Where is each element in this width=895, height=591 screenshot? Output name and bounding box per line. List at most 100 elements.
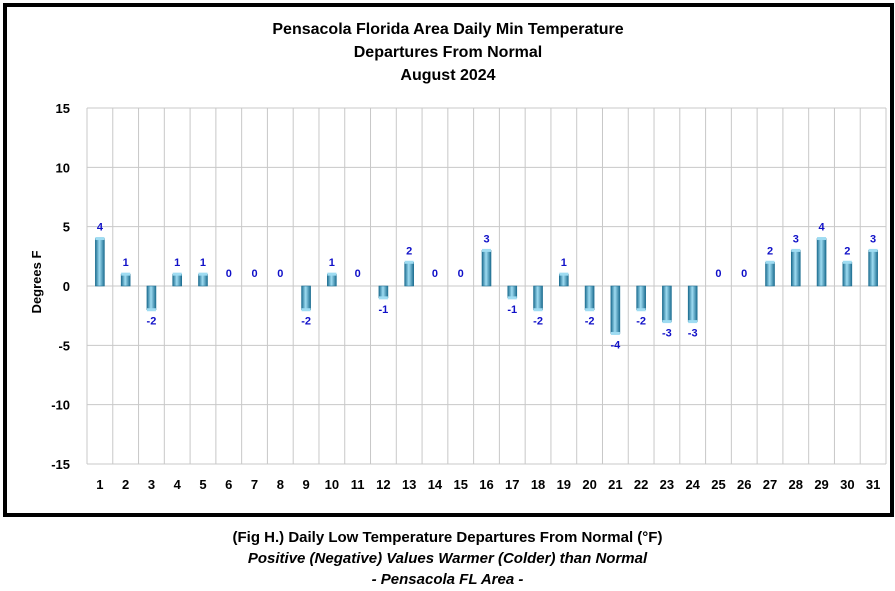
x-tick-label: 21 [608, 477, 622, 492]
x-tick-label: 24 [685, 477, 700, 492]
x-tick-label: 15 [453, 477, 467, 492]
bar [636, 285, 646, 311]
bar-cap [378, 296, 388, 300]
x-tick-label: 16 [479, 477, 493, 492]
bar-cap [95, 237, 105, 241]
bar [481, 250, 492, 287]
data-label: -3 [662, 328, 672, 340]
data-label: 1 [123, 257, 129, 269]
caption-line-3: - Pensacola FL Area - [371, 571, 524, 588]
bar [301, 285, 311, 311]
data-label: -1 [379, 304, 389, 316]
bar [610, 285, 621, 334]
bar-cap [172, 272, 182, 276]
x-tick-label: 11 [351, 477, 365, 492]
data-label: 1 [329, 257, 335, 269]
x-axis-ticks: 1 2 3 4 5 6 7 8 9 10 11 12 13 14 15 16 17 18 19 20 21 22 23 24 2… [96, 477, 880, 492]
x-tick-label: 27 [763, 477, 777, 492]
bar-cap [791, 248, 801, 252]
bar [868, 250, 878, 287]
x-tick-label: 18 [531, 477, 545, 492]
x-tick-label: 23 [660, 477, 674, 492]
data-label: 0 [355, 268, 361, 280]
data-label: -1 [507, 304, 517, 316]
bar [765, 261, 775, 287]
bar [198, 273, 208, 287]
bar [559, 273, 569, 287]
y-tick-label: -15 [51, 457, 70, 472]
x-tick-label: 28 [789, 477, 803, 492]
data-label: 4 [97, 222, 104, 234]
bar [533, 285, 543, 311]
x-tick-label: 8 [277, 477, 284, 492]
data-label: 0 [741, 268, 747, 280]
x-tick-label: 3 [148, 477, 155, 492]
x-tick-label: 6 [225, 477, 232, 492]
chart-svg: Pensacola Florida Area Daily Min Tempera… [29, 21, 887, 492]
bars [95, 237, 878, 335]
bar-cap [121, 272, 131, 276]
bar [662, 285, 672, 322]
bar [816, 238, 827, 287]
y-tick-label: 15 [56, 101, 70, 116]
data-label: -3 [688, 328, 698, 340]
bar-cap [868, 248, 878, 252]
caption-line-1: (Fig H.) Daily Low Temperature Departure… [232, 529, 663, 546]
x-tick-label: 22 [634, 477, 648, 492]
data-label: -2 [533, 316, 543, 328]
bar [842, 261, 853, 287]
x-tick-label: 29 [814, 477, 828, 492]
caption-line-2: Positive (Negative) Values Warmer (Colde… [247, 550, 648, 567]
chart-frame: Pensacola Florida Area Daily Min Tempera… [3, 3, 894, 517]
y-axis-ticks: 15 10 5 0 -5 -10 -15 [51, 101, 70, 472]
bar-cap [146, 308, 156, 312]
data-label: 0 [226, 268, 232, 280]
y-axis-label: Degrees F [29, 251, 44, 314]
data-label: 3 [870, 233, 876, 245]
bar-cap [765, 260, 775, 264]
bar [327, 273, 337, 287]
bar-cap [482, 248, 491, 252]
x-tick-label: 17 [505, 477, 519, 492]
data-label: 2 [406, 245, 412, 257]
bar-cap [842, 260, 852, 264]
data-labels: 4 1 -2 1 1 0 0 0 -2 1 0 -1 2 0 0 3 -1 -2 1 -2 -4 -2 -3 -3 0 0 2 3 4 2… [97, 222, 876, 352]
x-tick-label: 4 [174, 477, 182, 492]
bar-cap [610, 331, 620, 335]
data-label: -2 [147, 316, 157, 328]
bar-cap [688, 320, 698, 324]
bar [584, 285, 595, 311]
chart-title-line-2: Departures From Normal [354, 44, 543, 61]
y-tick-label: -5 [58, 338, 70, 353]
data-label: 0 [458, 268, 464, 280]
bar-cap [559, 272, 569, 276]
bar [687, 285, 698, 322]
x-tick-label: 10 [325, 477, 339, 492]
x-tick-label: 19 [557, 477, 571, 492]
data-label: 0 [251, 268, 257, 280]
x-tick-label: 26 [737, 477, 751, 492]
x-tick-label: 9 [302, 477, 309, 492]
bar [146, 285, 157, 311]
chart-title: Pensacola Florida Area Daily Min Tempera… [272, 21, 623, 84]
y-tick-label: 0 [63, 279, 70, 294]
bar [404, 261, 414, 287]
bar [95, 238, 105, 287]
x-tick-label: 5 [199, 477, 206, 492]
bar [378, 285, 389, 299]
bar-cap [198, 272, 208, 276]
x-tick-label: 7 [251, 477, 258, 492]
y-tick-label: 10 [56, 160, 70, 175]
bar-cap [636, 308, 646, 312]
chart-title-line-3: August 2024 [400, 67, 495, 84]
x-tick-label: 1 [96, 477, 103, 492]
bar-cap [301, 308, 311, 312]
x-tick-label: 30 [840, 477, 854, 492]
data-label: 3 [483, 233, 489, 245]
data-label: 2 [844, 245, 850, 257]
data-label: -2 [636, 316, 646, 328]
bar-cap [327, 272, 337, 276]
x-tick-label: 25 [711, 477, 725, 492]
bar-cap [817, 237, 827, 241]
y-tick-label: -10 [51, 398, 70, 413]
